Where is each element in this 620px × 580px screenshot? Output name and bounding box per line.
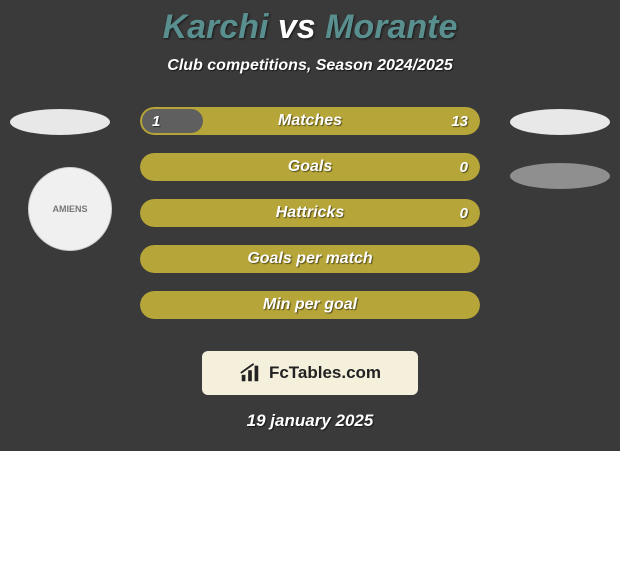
club-crest-left: AMIENS: [28, 167, 112, 251]
header-band: Karchi vs Morante Club competitions, Sea…: [0, 0, 620, 89]
stat-bar-value-right: 0: [460, 153, 468, 181]
player-badge-left-top: [10, 109, 110, 135]
footer-band: FcTables.com 19 january 2025: [0, 337, 620, 451]
brand-text: FcTables.com: [269, 363, 381, 383]
stat-bar: Min per goal: [140, 291, 480, 319]
stat-bars: Matches113Goals0Hattricks0Goals per matc…: [140, 107, 480, 319]
stat-bar: Goals0: [140, 153, 480, 181]
title-player-left: Karchi: [163, 8, 269, 46]
bar-chart-icon: [239, 362, 261, 384]
club-crest-left-text: AMIENS: [52, 204, 87, 214]
brand-box: FcTables.com: [202, 351, 418, 395]
title-player-right: Morante: [325, 8, 457, 46]
stat-bar-value-left: 1: [152, 107, 160, 135]
stat-bar-value-right: 0: [460, 199, 468, 227]
page-title: Karchi vs Morante: [0, 8, 620, 47]
player-badge-right-top: [510, 109, 610, 135]
stat-bar-label: Goals per match: [140, 245, 480, 273]
stat-bar-value-right: 13: [451, 107, 468, 135]
date-text: 19 january 2025: [247, 411, 374, 431]
subtitle: Club competitions, Season 2024/2025: [0, 57, 620, 75]
player-badge-right-bottom: [510, 163, 610, 189]
stat-bar-label: Min per goal: [140, 291, 480, 319]
stat-bar-label: Goals: [140, 153, 480, 181]
stat-bar: Goals per match: [140, 245, 480, 273]
stat-bar: Hattricks0: [140, 199, 480, 227]
title-vs: vs: [278, 8, 316, 46]
stat-bar: Matches1 13: [140, 107, 480, 135]
comparison-area: AMIENS Matches113Goals0Hattricks0Goals p…: [0, 89, 620, 337]
stat-bar-label: Hattricks: [140, 199, 480, 227]
stat-bar-label: Matches: [140, 107, 480, 135]
